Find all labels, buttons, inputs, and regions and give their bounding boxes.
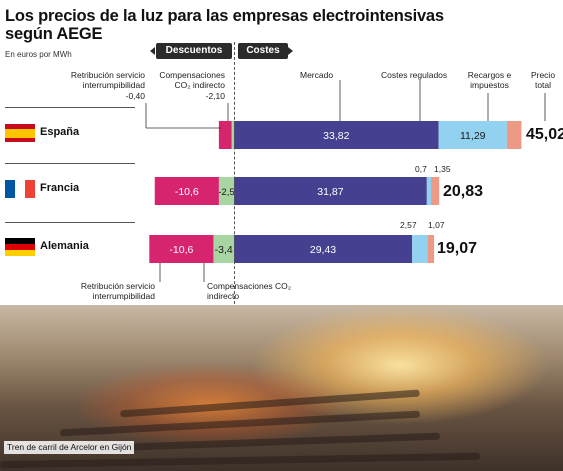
chart-subtitle: En euros por MWh — [5, 50, 72, 59]
flag-germany-icon — [5, 238, 35, 256]
bar-germany-recargos — [427, 235, 435, 263]
bottom-label-retribucion: Retribución servicio interrumpibilidad — [80, 281, 155, 301]
header-compensaciones: Compensaciones CO₂ indirecto — [159, 70, 225, 90]
flag-stripe — [15, 180, 25, 198]
flag-france-icon — [5, 180, 35, 198]
country-label-spain: España — [40, 126, 80, 138]
photo-caption: Tren de carril de Arcelor en Gijón — [4, 441, 135, 454]
flag-stripe — [5, 124, 35, 129]
row-divider — [5, 222, 135, 223]
header-precio-total: Precio total — [530, 70, 556, 90]
bar-france-mercado — [234, 177, 427, 205]
bar-france-retribucion — [218, 177, 234, 205]
photo-arcelor-rail-train — [0, 305, 563, 471]
label-germany-recargos: 1,07 — [428, 220, 445, 230]
label-germany-costes-regulados: 2,57 — [400, 220, 417, 230]
value-label-france-compensaciones: -10,6 — [175, 186, 199, 198]
bar-france-costes-regulados — [426, 177, 432, 205]
flag-stripe — [25, 180, 35, 198]
bar-france-compensaciones — [154, 177, 219, 205]
total-france: 20,83 — [443, 183, 484, 200]
bar-germany-mercado — [234, 235, 413, 263]
value-label-germany-mercado: 29,43 — [310, 244, 336, 256]
flag-stripe — [5, 180, 15, 198]
zero-axis-line — [234, 42, 235, 304]
header-retribucion: Retribución servicio interrumpibilidad — [70, 70, 145, 90]
flag-stripe — [5, 244, 35, 250]
value-label-spain-mercado: 33,82 — [323, 130, 349, 142]
header-compensaciones-value: -2,10 — [205, 91, 225, 101]
value-label-germany-compensaciones: -10,6 — [169, 244, 193, 256]
roller — [0, 452, 481, 469]
header-retribucion-value: -0,40 — [125, 91, 145, 101]
bar-spain-retribucion — [231, 121, 234, 149]
bar-spain-costes-regulados — [438, 121, 507, 149]
flag-spain-icon — [5, 124, 35, 142]
label-france-costes-regulados: 0,7 — [415, 164, 427, 174]
country-label-germany: Alemania — [40, 240, 89, 252]
bar-spain-recargos — [506, 121, 522, 149]
header-mercado: Mercado — [300, 70, 334, 80]
flag-stripe — [5, 249, 35, 256]
value-label-france-mercado: 31,87 — [317, 186, 343, 198]
bar-germany-costes-regulados — [412, 235, 428, 263]
flag-stripe — [5, 137, 35, 142]
header-recargos: Recargos e impuestos — [467, 70, 512, 90]
value-label-france-retribucion: -2,5 — [218, 187, 234, 198]
bar-germany-compensaciones — [149, 235, 214, 263]
row-divider — [5, 163, 135, 164]
value-label-germany-retribucion: -3,4 — [215, 244, 233, 256]
arrow-right-icon — [288, 47, 293, 55]
country-label-france: Francia — [40, 182, 80, 194]
bar-spain-mercado — [234, 121, 439, 149]
bar-germany-retribucion — [213, 235, 234, 263]
discounts-section-label: Descuentos — [156, 43, 232, 59]
total-germany: 19,07 — [437, 240, 478, 257]
flag-stripe — [5, 128, 35, 138]
label-france-recargos: 1,35 — [434, 164, 451, 174]
total-spain: 45,02 — [526, 126, 563, 143]
flag-stripe — [5, 238, 35, 244]
header-costes-regulados: Costes regulados — [381, 70, 448, 80]
row-divider — [5, 107, 135, 108]
bottom-label-compensaciones: Compensaciones CO₂ indirecto — [207, 281, 292, 301]
bar-france-recargos — [431, 177, 440, 205]
value-label-spain-costes-regulados: 11,29 — [460, 130, 486, 142]
stacked-bar-chart: 33,82 11,29 -2,5 -10,6 31,87 -3,4 -10,6 29,43 — [145, 80, 546, 282]
bar-spain-compensaciones — [218, 121, 232, 149]
costs-section-label: Costes — [238, 43, 288, 59]
chart-title: Los precios de la luz para las empresas … — [5, 7, 444, 43]
arrow-left-icon — [150, 47, 155, 55]
